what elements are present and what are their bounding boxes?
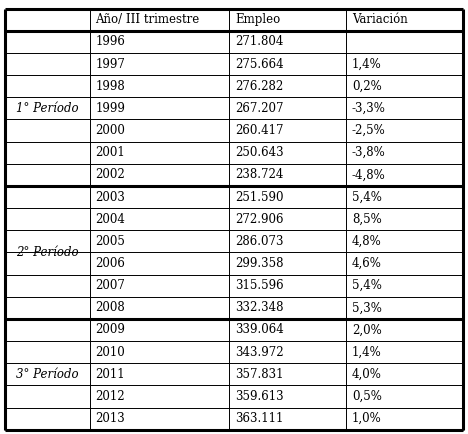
Text: 3° Período: 3° Período (16, 368, 79, 381)
Text: 5,4%: 5,4% (352, 279, 382, 292)
Text: 1,4%: 1,4% (352, 58, 382, 71)
Text: 4,8%: 4,8% (352, 235, 382, 248)
Text: -4,8%: -4,8% (352, 168, 386, 181)
Text: 260.417: 260.417 (235, 124, 284, 137)
Text: 271.804: 271.804 (235, 36, 284, 49)
Text: 1998: 1998 (95, 80, 125, 93)
Text: 1999: 1999 (95, 102, 125, 115)
Text: 276.282: 276.282 (235, 80, 283, 93)
Text: 2006: 2006 (95, 257, 125, 270)
Text: 272.906: 272.906 (235, 213, 284, 226)
Text: 2011: 2011 (95, 368, 125, 381)
Text: 2001: 2001 (95, 146, 125, 159)
Text: 8,5%: 8,5% (352, 213, 382, 226)
Text: 238.724: 238.724 (235, 168, 284, 181)
Text: 2005: 2005 (95, 235, 125, 248)
Text: 2010: 2010 (95, 345, 125, 358)
Text: -3,8%: -3,8% (352, 146, 386, 159)
Text: 2012: 2012 (95, 390, 125, 403)
Text: 315.596: 315.596 (235, 279, 284, 292)
Text: 2003: 2003 (95, 191, 125, 204)
Text: 267.207: 267.207 (235, 102, 284, 115)
Text: 4,0%: 4,0% (352, 368, 382, 381)
Text: 343.972: 343.972 (235, 345, 284, 358)
Text: 0,2%: 0,2% (352, 80, 382, 93)
Text: 357.831: 357.831 (235, 368, 284, 381)
Text: 363.111: 363.111 (235, 412, 284, 425)
Text: 1996: 1996 (95, 36, 125, 49)
Text: 1997: 1997 (95, 58, 125, 71)
Text: 5,3%: 5,3% (352, 301, 382, 314)
Text: 2009: 2009 (95, 323, 125, 336)
Text: 2007: 2007 (95, 279, 125, 292)
Text: 2004: 2004 (95, 213, 125, 226)
Text: 1° Período: 1° Período (16, 102, 79, 115)
Text: -2,5%: -2,5% (352, 124, 386, 137)
Text: 2,0%: 2,0% (352, 323, 382, 336)
Text: 286.073: 286.073 (235, 235, 284, 248)
Text: 250.643: 250.643 (235, 146, 284, 159)
Text: 251.590: 251.590 (235, 191, 284, 204)
Text: 2002: 2002 (95, 168, 125, 181)
Text: 2013: 2013 (95, 412, 125, 425)
Text: -3,3%: -3,3% (352, 102, 386, 115)
Text: 275.664: 275.664 (235, 58, 284, 71)
Text: 299.358: 299.358 (235, 257, 284, 270)
Text: Año/ III trimestre: Año/ III trimestre (95, 13, 199, 26)
Text: 359.613: 359.613 (235, 390, 284, 403)
Text: 0,5%: 0,5% (352, 390, 382, 403)
Text: 339.064: 339.064 (235, 323, 284, 336)
Text: 1,4%: 1,4% (352, 345, 382, 358)
Text: 2000: 2000 (95, 124, 125, 137)
Text: 2008: 2008 (95, 301, 125, 314)
Text: 5,4%: 5,4% (352, 191, 382, 204)
Text: 1,0%: 1,0% (352, 412, 382, 425)
Text: 2° Período: 2° Período (16, 246, 79, 259)
Text: 4,6%: 4,6% (352, 257, 382, 270)
Text: Variación: Variación (352, 13, 408, 26)
Text: 332.348: 332.348 (235, 301, 284, 314)
Text: Empleo: Empleo (235, 13, 280, 26)
